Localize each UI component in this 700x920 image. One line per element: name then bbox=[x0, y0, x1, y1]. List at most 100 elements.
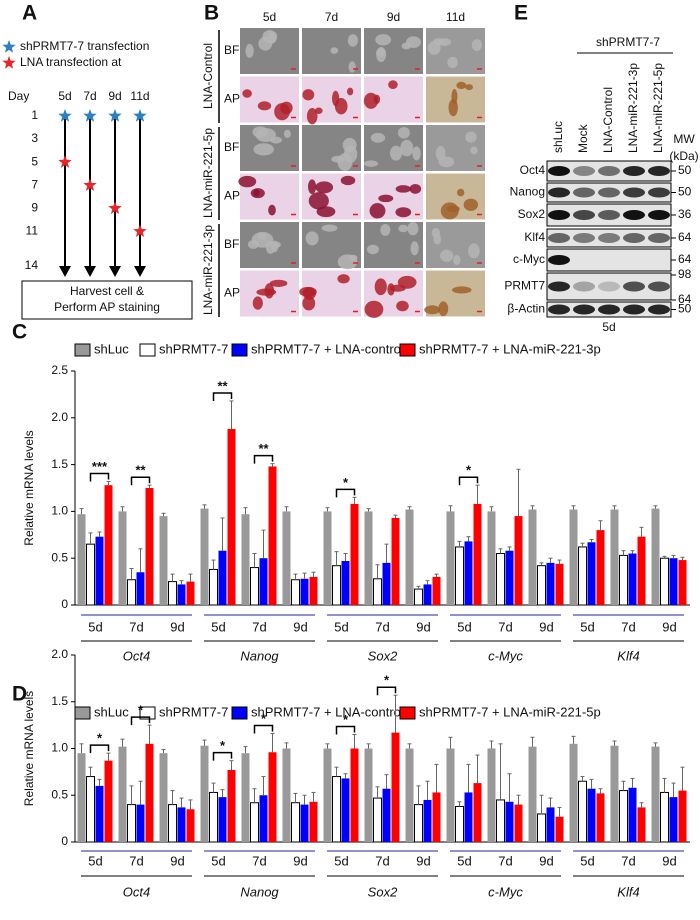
colony bbox=[306, 107, 318, 125]
bar bbox=[241, 753, 250, 842]
bar bbox=[546, 807, 555, 842]
colony bbox=[315, 181, 334, 194]
bar bbox=[619, 790, 628, 843]
colony bbox=[348, 61, 356, 73]
colony bbox=[395, 207, 412, 218]
bar bbox=[678, 560, 687, 605]
colony bbox=[305, 231, 319, 246]
bar bbox=[291, 579, 300, 606]
bar bbox=[86, 776, 95, 843]
bar bbox=[669, 558, 678, 605]
colony bbox=[331, 155, 345, 163]
bar bbox=[464, 541, 473, 605]
x-tick-label: 9d bbox=[539, 853, 553, 868]
legend-swatch bbox=[74, 706, 91, 720]
x-tick-label: 7d bbox=[498, 619, 512, 634]
bar bbox=[168, 804, 177, 843]
colony bbox=[316, 206, 336, 218]
colony bbox=[369, 203, 386, 219]
colony bbox=[389, 145, 403, 161]
arrow-head bbox=[134, 266, 146, 277]
column-label: 7d bbox=[325, 10, 338, 24]
y-tick-label: 0 bbox=[61, 834, 68, 848]
colony bbox=[347, 87, 354, 96]
panel-letter: E bbox=[514, 2, 528, 25]
bar bbox=[578, 546, 587, 606]
blot-row-label: Sox2 bbox=[518, 207, 546, 221]
x-tick-label: 9d bbox=[539, 619, 553, 634]
group-label: LNA-Control bbox=[201, 43, 215, 109]
colony bbox=[396, 300, 409, 312]
colony bbox=[258, 36, 273, 51]
bar bbox=[145, 743, 154, 842]
bar bbox=[669, 797, 678, 842]
colony bbox=[427, 41, 441, 55]
arrow-head bbox=[109, 266, 121, 277]
colony bbox=[470, 146, 478, 155]
legend-label: shPRMT7-7 + LNA-miR-221-5p bbox=[419, 704, 601, 719]
bar bbox=[300, 804, 309, 842]
bar bbox=[145, 488, 154, 605]
significance-bracket bbox=[89, 472, 110, 482]
bar bbox=[637, 807, 646, 842]
bar bbox=[528, 746, 537, 842]
bar bbox=[414, 588, 423, 606]
colony bbox=[366, 244, 379, 255]
row-label: BF bbox=[224, 43, 239, 57]
column-label: 5d bbox=[263, 10, 276, 24]
colony bbox=[334, 98, 348, 115]
colony bbox=[242, 89, 252, 98]
blot-band bbox=[548, 281, 570, 292]
bar bbox=[118, 746, 127, 842]
significance-label: * bbox=[261, 711, 267, 726]
bar bbox=[446, 748, 455, 842]
colony bbox=[363, 160, 379, 167]
x-tick-label: 9d bbox=[416, 619, 430, 634]
blot-band bbox=[598, 304, 620, 315]
x-tick-label: 9d bbox=[170, 619, 184, 634]
colony bbox=[302, 296, 316, 311]
bar bbox=[250, 567, 259, 606]
bar bbox=[77, 753, 86, 842]
bar bbox=[578, 780, 587, 843]
blot-band bbox=[548, 304, 570, 315]
colony bbox=[400, 139, 414, 157]
colony bbox=[253, 188, 260, 197]
colony bbox=[438, 301, 449, 317]
blot-band bbox=[623, 233, 645, 243]
colony bbox=[468, 243, 480, 259]
gene-label: Klf4 bbox=[617, 884, 639, 899]
bar bbox=[473, 783, 482, 842]
blot-band bbox=[573, 166, 595, 176]
legend-star bbox=[2, 56, 16, 69]
legend-swatch bbox=[74, 343, 91, 357]
significance-label: * bbox=[97, 731, 103, 746]
bar bbox=[268, 752, 277, 842]
legend-swatch bbox=[399, 706, 416, 720]
gene-label: Klf4 bbox=[617, 648, 639, 663]
bar bbox=[209, 791, 218, 843]
transfection-star bbox=[83, 109, 97, 122]
bar bbox=[514, 804, 523, 842]
legend-swatch bbox=[231, 343, 248, 357]
bar bbox=[537, 813, 546, 843]
significance-label: * bbox=[466, 463, 472, 478]
colony bbox=[342, 137, 357, 153]
box-text: Perform AP staining bbox=[54, 300, 160, 314]
bar bbox=[177, 584, 186, 605]
day-tick-label: 3 bbox=[31, 131, 38, 145]
bar bbox=[200, 508, 209, 605]
blot-band bbox=[598, 233, 620, 243]
panel-letter: B bbox=[204, 2, 219, 25]
x-tick-label: 9d bbox=[293, 853, 307, 868]
colony bbox=[330, 47, 339, 54]
bar bbox=[227, 770, 236, 842]
mw-label: (kDa) bbox=[669, 149, 698, 163]
x-tick-label: 7d bbox=[252, 853, 266, 868]
colony bbox=[410, 241, 419, 256]
row-label: BF bbox=[224, 237, 239, 251]
colony bbox=[387, 283, 395, 296]
bar bbox=[159, 753, 168, 842]
colony bbox=[438, 156, 455, 168]
legend-label: shPRMT7-7 + LNA-control bbox=[251, 704, 404, 719]
